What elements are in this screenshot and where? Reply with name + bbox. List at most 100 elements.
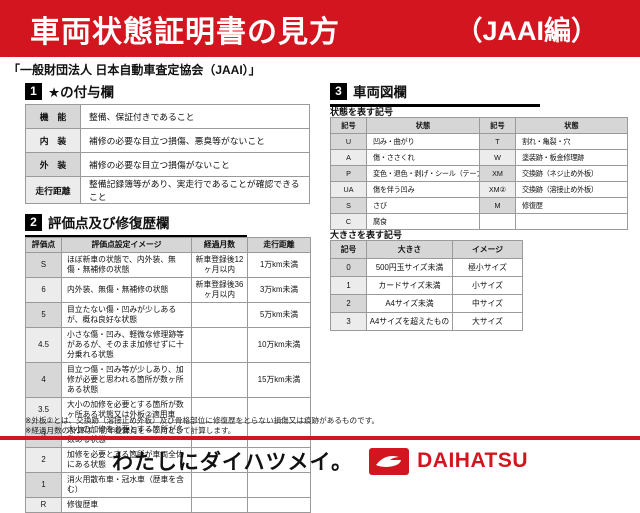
image-cell: 目立つ傷・凹み等が少しあり、加修が必要と思われる箇所が数ヶ所ある状態 bbox=[61, 362, 192, 398]
brand-logo: DAIHATSU bbox=[369, 447, 529, 475]
score-cell: 4 bbox=[25, 362, 62, 398]
table-row: 6 内外装、無傷・無補修の状態 新車登録後36ヶ月以内 3万km未満 bbox=[25, 277, 311, 303]
criteria-label: 走行距離 bbox=[25, 176, 81, 204]
table-row: UA 傷を伴う凹み XM② 交換跡（溶接止め外板） bbox=[330, 181, 628, 198]
symbol-cell: U bbox=[330, 133, 367, 150]
table-row: S ほぼ新車の状態で、内外装、無傷・無補修の状態 新車登録後12ヶ月以内 1万k… bbox=[25, 252, 311, 278]
table-row: P 変色・退色・剥げ・シール（テープ）跡 XM 交換跡（ネジ止め外板） bbox=[330, 165, 628, 182]
mileage-cell: 10万km未満 bbox=[247, 327, 311, 363]
symbol-cell: 2 bbox=[330, 294, 367, 313]
symbol-cell: XM bbox=[479, 165, 516, 182]
page-title: 車両状態証明書の見方 bbox=[30, 15, 340, 49]
state-cell: 腐食 bbox=[366, 213, 480, 230]
state-cell: 交換跡（溶接止め外板） bbox=[515, 181, 628, 198]
section2-title: 評価点及び修復歴欄 bbox=[48, 216, 170, 231]
col-header: 経過月数 bbox=[191, 237, 248, 253]
star-criteria-table: 機 能 整備、保証付きであること 内 装 補修の必要な目立つ損傷、悪臭等がないこ… bbox=[25, 104, 310, 204]
image-cell: 目立たない傷・凹みが少しあるが、概ね良好な状態 bbox=[61, 302, 192, 328]
col-header: 状態 bbox=[366, 117, 480, 134]
col-header: 状態 bbox=[515, 117, 628, 134]
months-cell bbox=[191, 362, 248, 398]
table-row: 2 A4サイズ未満 中サイズ bbox=[330, 294, 523, 313]
table-row: C 腐食 bbox=[330, 213, 628, 230]
footnotes: ※外板②とは、交換跡（溶接止め外板）及び骨格部位に修復歴をとらない損傷又は痕跡が… bbox=[25, 416, 379, 435]
symbol-cell: T bbox=[479, 133, 516, 150]
image-cell: 小さな傷・凹み、軽微な修理跡等があるが、そのまま加修せずに十分乗れる状態 bbox=[61, 327, 192, 363]
criteria-label: 外 装 bbox=[25, 152, 81, 177]
image-cell: 大小の加修を必要とする箇所が数ヶ所ある状態又は外板②適用車 bbox=[61, 397, 192, 423]
evaluation-table: 評価点 評価点設定イメージ 経過月数 走行距離 S ほぼ新車の状態で、内外装、無… bbox=[25, 237, 311, 513]
symbol-cell: M bbox=[479, 197, 516, 214]
months-cell bbox=[191, 327, 248, 363]
mileage-cell: 5万km未満 bbox=[247, 302, 311, 328]
symbol-cell: UA bbox=[330, 181, 367, 198]
table-row: 機 能 整備、保証付きであること bbox=[25, 104, 310, 129]
score-cell: 5 bbox=[25, 302, 62, 328]
state-cell: 修復歴 bbox=[515, 197, 628, 214]
section3-number-badge: 3 bbox=[330, 82, 347, 100]
state-cell: 交換跡（ネジ止め外板） bbox=[515, 165, 628, 182]
section1-number-badge: 1 bbox=[25, 82, 42, 100]
symbol-cell: 1 bbox=[330, 276, 367, 295]
months-cell bbox=[191, 302, 248, 328]
section2-header: 2 評価点及び修復歴欄 bbox=[25, 212, 247, 238]
header-band: 車両状態証明書の見方 （JAAI編） bbox=[0, 0, 640, 57]
state-table-caption: 状態を表す記号 bbox=[330, 107, 394, 117]
table-row: 3 A4サイズを超えたもの 大サイズ bbox=[330, 312, 523, 331]
image-cell: 極小サイズ bbox=[452, 258, 523, 277]
table-row: 1 カードサイズ未満 小サイズ bbox=[330, 276, 523, 295]
symbol-cell: A bbox=[330, 149, 367, 166]
image-cell: 大サイズ bbox=[452, 312, 523, 331]
col-header: 記号 bbox=[479, 117, 516, 134]
table-row: 外 装 補修の必要な目立つ損傷がないこと bbox=[25, 152, 310, 177]
col-header: 記号 bbox=[330, 117, 367, 134]
table-header-row: 評価点 評価点設定イメージ 経過月数 走行距離 bbox=[25, 237, 311, 253]
section3-title: 車両図欄 bbox=[353, 85, 407, 100]
table-row: 走行距離 整備記録簿等があり、実走行であることが確認できること bbox=[25, 176, 310, 204]
col-header: 大きさ bbox=[366, 240, 453, 259]
brand-name: DAIHATSU bbox=[417, 449, 529, 472]
section2-number-badge: 2 bbox=[25, 213, 42, 231]
state-cell bbox=[515, 213, 628, 230]
months-cell: 新車登録後36ヶ月以内 bbox=[191, 277, 248, 303]
mileage-cell: 1万km未満 bbox=[247, 252, 311, 278]
criteria-desc: 整備、保証付きであること bbox=[80, 104, 310, 129]
table-row: 5 目立たない傷・凹みが少しあるが、概ね良好な状態 5万km未満 bbox=[25, 302, 311, 328]
table-header-row: 記号 大きさ イメージ bbox=[330, 240, 523, 259]
col-header: イメージ bbox=[452, 240, 523, 259]
symbol-cell: W bbox=[479, 149, 516, 166]
score-cell: S bbox=[25, 252, 62, 278]
criteria-label: 機 能 bbox=[25, 104, 81, 129]
footnote-line: ※経過月数の計算は、初年登録月を一ヶ月として計算します。 bbox=[25, 425, 236, 435]
criteria-desc: 補修の必要な目立つ損傷がないこと bbox=[80, 152, 310, 177]
size-symbol-table: 記号 大きさ イメージ 0 500円玉サイズ未満 極小サイズ 1 カードサイズ未… bbox=[330, 240, 523, 331]
table-header-row: 記号 状態 記号 状態 bbox=[330, 117, 628, 134]
table-row: 2 加修を必要とする箇所が車両全体にある状態 bbox=[25, 447, 311, 473]
score-cell: 6 bbox=[25, 277, 62, 303]
table-row: A 傷・ささくれ W 塗装跡・板金修理跡 bbox=[330, 149, 628, 166]
state-cell: 傷・ささくれ bbox=[366, 149, 480, 166]
months-cell bbox=[191, 397, 248, 423]
state-cell: 変色・退色・剥げ・シール（テープ）跡 bbox=[366, 165, 480, 182]
image-cell: ほぼ新車の状態で、内外装、無傷・無補修の状態 bbox=[61, 252, 192, 278]
table-row: 4 目立つ傷・凹み等が少しあり、加修が必要と思われる箇所が数ヶ所ある状態 15万… bbox=[25, 362, 311, 398]
size-cell: カードサイズ未満 bbox=[366, 276, 453, 295]
mileage-cell bbox=[247, 497, 311, 513]
section3-header: 3 車両図欄 bbox=[330, 81, 540, 107]
state-symbol-table: 記号 状態 記号 状態 U 凹み・曲がり T 割れ・亀裂・穴 A 傷・ささくれ … bbox=[330, 117, 628, 230]
state-cell: 凹み・曲がり bbox=[366, 133, 480, 150]
daihatsu-d-mark bbox=[376, 456, 402, 467]
brand-slogan: わたしにダイハツメイ。 bbox=[111, 451, 354, 474]
size-cell: 500円玉サイズ未満 bbox=[366, 258, 453, 277]
state-cell: 塗装跡・板金修理跡 bbox=[515, 149, 628, 166]
criteria-label: 内 装 bbox=[25, 128, 81, 153]
mileage-cell bbox=[247, 397, 311, 423]
image-cell: 小サイズ bbox=[452, 276, 523, 295]
criteria-desc: 整備記録簿等があり、実走行であることが確認できること bbox=[80, 176, 310, 204]
symbol-cell: XM② bbox=[479, 181, 516, 198]
divider-bar bbox=[0, 436, 640, 440]
footer: わたしにダイハツメイ。 DAIHATSU bbox=[0, 444, 640, 478]
size-cell: A4サイズを超えたもの bbox=[366, 312, 453, 331]
symbol-cell bbox=[479, 213, 516, 230]
size-cell: A4サイズ未満 bbox=[366, 294, 453, 313]
